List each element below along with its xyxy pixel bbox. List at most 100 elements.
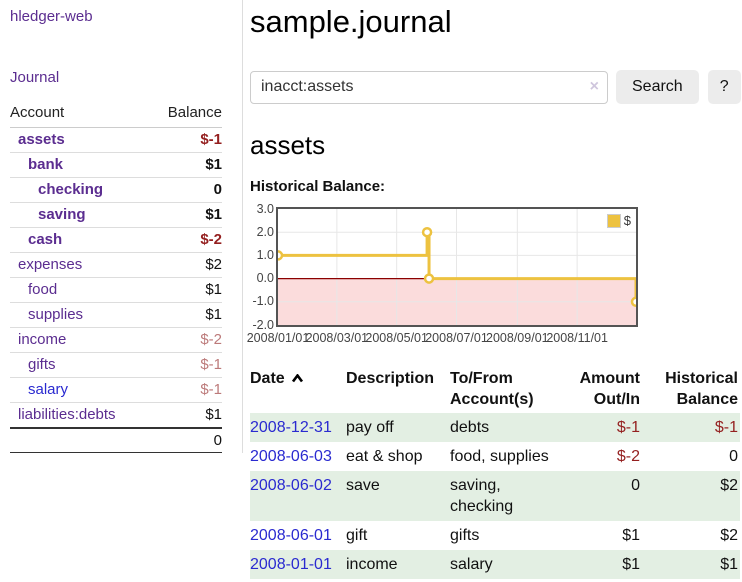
page-title: sample.journal	[250, 4, 452, 39]
search-input-wrap: ×	[250, 70, 608, 104]
account-name-cell: expenses	[10, 252, 151, 278]
account-balance: $-2	[150, 227, 222, 253]
register-row: 2008-12-31 pay off debts $-1 $-1	[250, 413, 740, 442]
account-row: cash $-2	[10, 227, 222, 253]
register-description-cell: pay off	[346, 413, 450, 442]
register-accounts-cell: gifts	[450, 527, 480, 544]
sidebar-item-journal[interactable]: Journal	[10, 69, 60, 86]
register-accounts-cell: food, supplies	[450, 448, 549, 465]
account-balance: $-2	[150, 327, 222, 353]
account-row: expenses $2	[10, 252, 222, 278]
account-balance: $1	[150, 152, 222, 178]
balance-chart-plot[interactable]: $	[276, 207, 638, 327]
chart-legend: $	[604, 212, 633, 229]
account-row: gifts $-1	[10, 352, 222, 378]
account-name-cell: checking	[10, 177, 151, 203]
transaction-date-link[interactable]: 2008-06-01	[250, 527, 332, 544]
register-balance-cell: $-1	[642, 413, 740, 442]
help-button[interactable]: ?	[707, 70, 741, 104]
account-row: income $-2	[10, 327, 222, 353]
search-input[interactable]	[250, 70, 608, 104]
account-row: food $1	[10, 277, 222, 303]
register-row: 2008-06-03 eat & shop food, supplies $-2 0	[250, 442, 740, 471]
account-name-cell: supplies	[10, 302, 151, 328]
register-header-date: Date	[250, 365, 346, 413]
y-tick-label: -2.0	[252, 317, 274, 332]
account-row: checking 0	[10, 177, 222, 203]
search-button[interactable]: Search	[616, 70, 699, 104]
y-tick-label: 1.0	[256, 247, 274, 262]
register-date-cell: 2008-01-01	[250, 550, 346, 579]
account-balance: 0	[150, 177, 222, 203]
accounts-balance-table: Account Balance assets $-1 bank $1 checking 0…	[10, 100, 222, 453]
search-form: × Search ?	[250, 70, 741, 104]
app-title-link[interactable]: hledger-web	[10, 8, 93, 25]
accounts-total-value: 0	[10, 427, 222, 453]
y-tick-label: 0.0	[256, 271, 274, 286]
transaction-date-link[interactable]: 2008-06-03	[250, 448, 332, 465]
account-page-title: assets	[250, 130, 326, 160]
register-description-cell: gift	[346, 527, 368, 544]
account-name-cell: income	[10, 327, 151, 353]
register-balance-cell: 0	[729, 448, 738, 465]
account-link[interactable]: salary	[28, 381, 69, 398]
account-link[interactable]: income	[18, 331, 67, 348]
account-link[interactable]: cash	[28, 231, 63, 248]
register-amount-cell: $-1	[558, 413, 642, 442]
register-balance-cell: $1	[642, 550, 740, 579]
x-tick-label: 2008/03/01	[305, 331, 369, 345]
x-tick-label: 2008/07/01	[425, 331, 488, 345]
register-table-body: 2008-12-31 pay off debts $-1 $-1 2008-06-03 ea…	[250, 413, 740, 579]
transaction-date-link[interactable]: 2008-12-31	[250, 419, 332, 436]
transaction-date-link[interactable]: 2008-06-02	[250, 477, 332, 494]
account-name-cell: saving	[10, 202, 151, 228]
x-clear-icon[interactable]: ×	[589, 77, 599, 95]
register-row: 2008-01-01 income salary $1 $1	[250, 550, 740, 579]
account-balance: $1	[150, 277, 222, 303]
x-tick-label: 2008/11/01	[546, 331, 608, 345]
account-link[interactable]: checking	[38, 181, 104, 198]
y-tick-label: -1.0	[252, 294, 274, 309]
transaction-date-link[interactable]: 2008-01-01	[250, 556, 332, 573]
accounts-header-row: Account Balance	[10, 100, 222, 128]
x-tick-label: 2008/09/01	[486, 331, 549, 345]
account-balance: $-1	[150, 127, 222, 153]
accounts-header-balance: Balance	[150, 100, 222, 128]
y-tick-label: 2.0	[256, 224, 274, 239]
chart-title: Historical Balance:	[250, 178, 386, 195]
legend-swatch	[606, 213, 621, 228]
account-balance: $1	[150, 302, 222, 328]
accounts-table-body: assets $-1 bank $1 checking 0 saving $1 cash $-2 e…	[10, 127, 222, 429]
account-balance: $2	[150, 252, 222, 278]
sidebar: hledger-web Journal Account Balance asse…	[0, 0, 243, 453]
historical-balance-chart: $ 3.0 2.0 1.0 0.0 -1.0 -2.0 2008/01/01 2008/03…	[247, 202, 670, 349]
account-link[interactable]: saving	[38, 206, 86, 223]
register-header-amount: Amount Out/In	[579, 370, 640, 408]
account-row: liabilities:debts $1	[10, 403, 222, 429]
register-description-cell: save	[346, 471, 450, 521]
accounts-total-row: 0	[10, 427, 222, 453]
account-link[interactable]: liabilities:debts	[18, 406, 116, 423]
register-header-row: Date Description To/From Account(s) Amou…	[250, 365, 740, 413]
legend-label: $	[623, 213, 631, 228]
register-accounts-cell: salary	[450, 550, 558, 579]
account-link[interactable]: bank	[28, 156, 64, 173]
y-tick-label: 3.0	[256, 201, 274, 216]
account-balance: $1	[150, 202, 222, 228]
account-link[interactable]: gifts	[28, 356, 56, 373]
register-balance-cell: $2	[642, 471, 740, 521]
main-content: sample.journal × Search ? assets Histori…	[247, 0, 741, 579]
account-link[interactable]: assets	[18, 131, 65, 148]
chevron-up-icon	[291, 373, 303, 383]
register-date-cell: 2008-12-31	[250, 413, 346, 442]
account-row: saving $1	[10, 202, 222, 228]
account-row: assets $-1	[10, 127, 222, 153]
register-accounts-cell: debts	[450, 413, 558, 442]
register-row: 2008-06-01 gift gifts $1 $2	[250, 521, 740, 550]
register-accounts-cell: saving, checking	[450, 471, 558, 521]
account-balance: $1	[205, 406, 222, 423]
account-link[interactable]: expenses	[18, 256, 83, 273]
register-balance-cell: $2	[720, 527, 738, 544]
account-link[interactable]: supplies	[28, 306, 84, 323]
account-link[interactable]: food	[28, 281, 58, 298]
